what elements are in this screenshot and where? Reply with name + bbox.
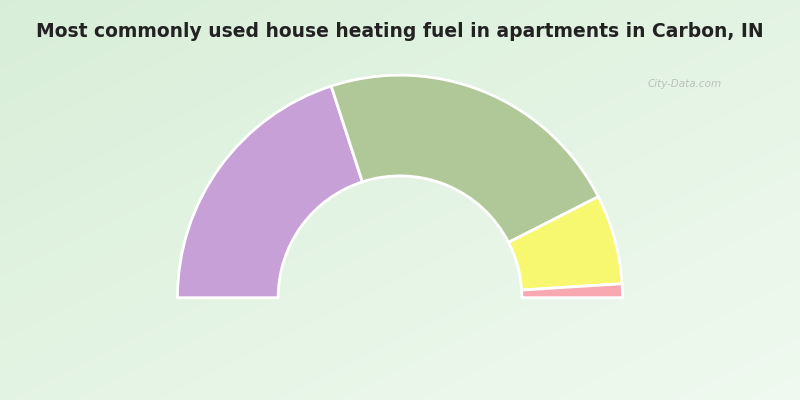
Wedge shape — [178, 86, 362, 298]
Text: City-Data.com: City-Data.com — [648, 79, 722, 89]
Wedge shape — [509, 197, 622, 290]
Wedge shape — [331, 75, 598, 242]
Wedge shape — [522, 284, 622, 298]
Text: Most commonly used house heating fuel in apartments in Carbon, IN: Most commonly used house heating fuel in… — [36, 22, 764, 41]
